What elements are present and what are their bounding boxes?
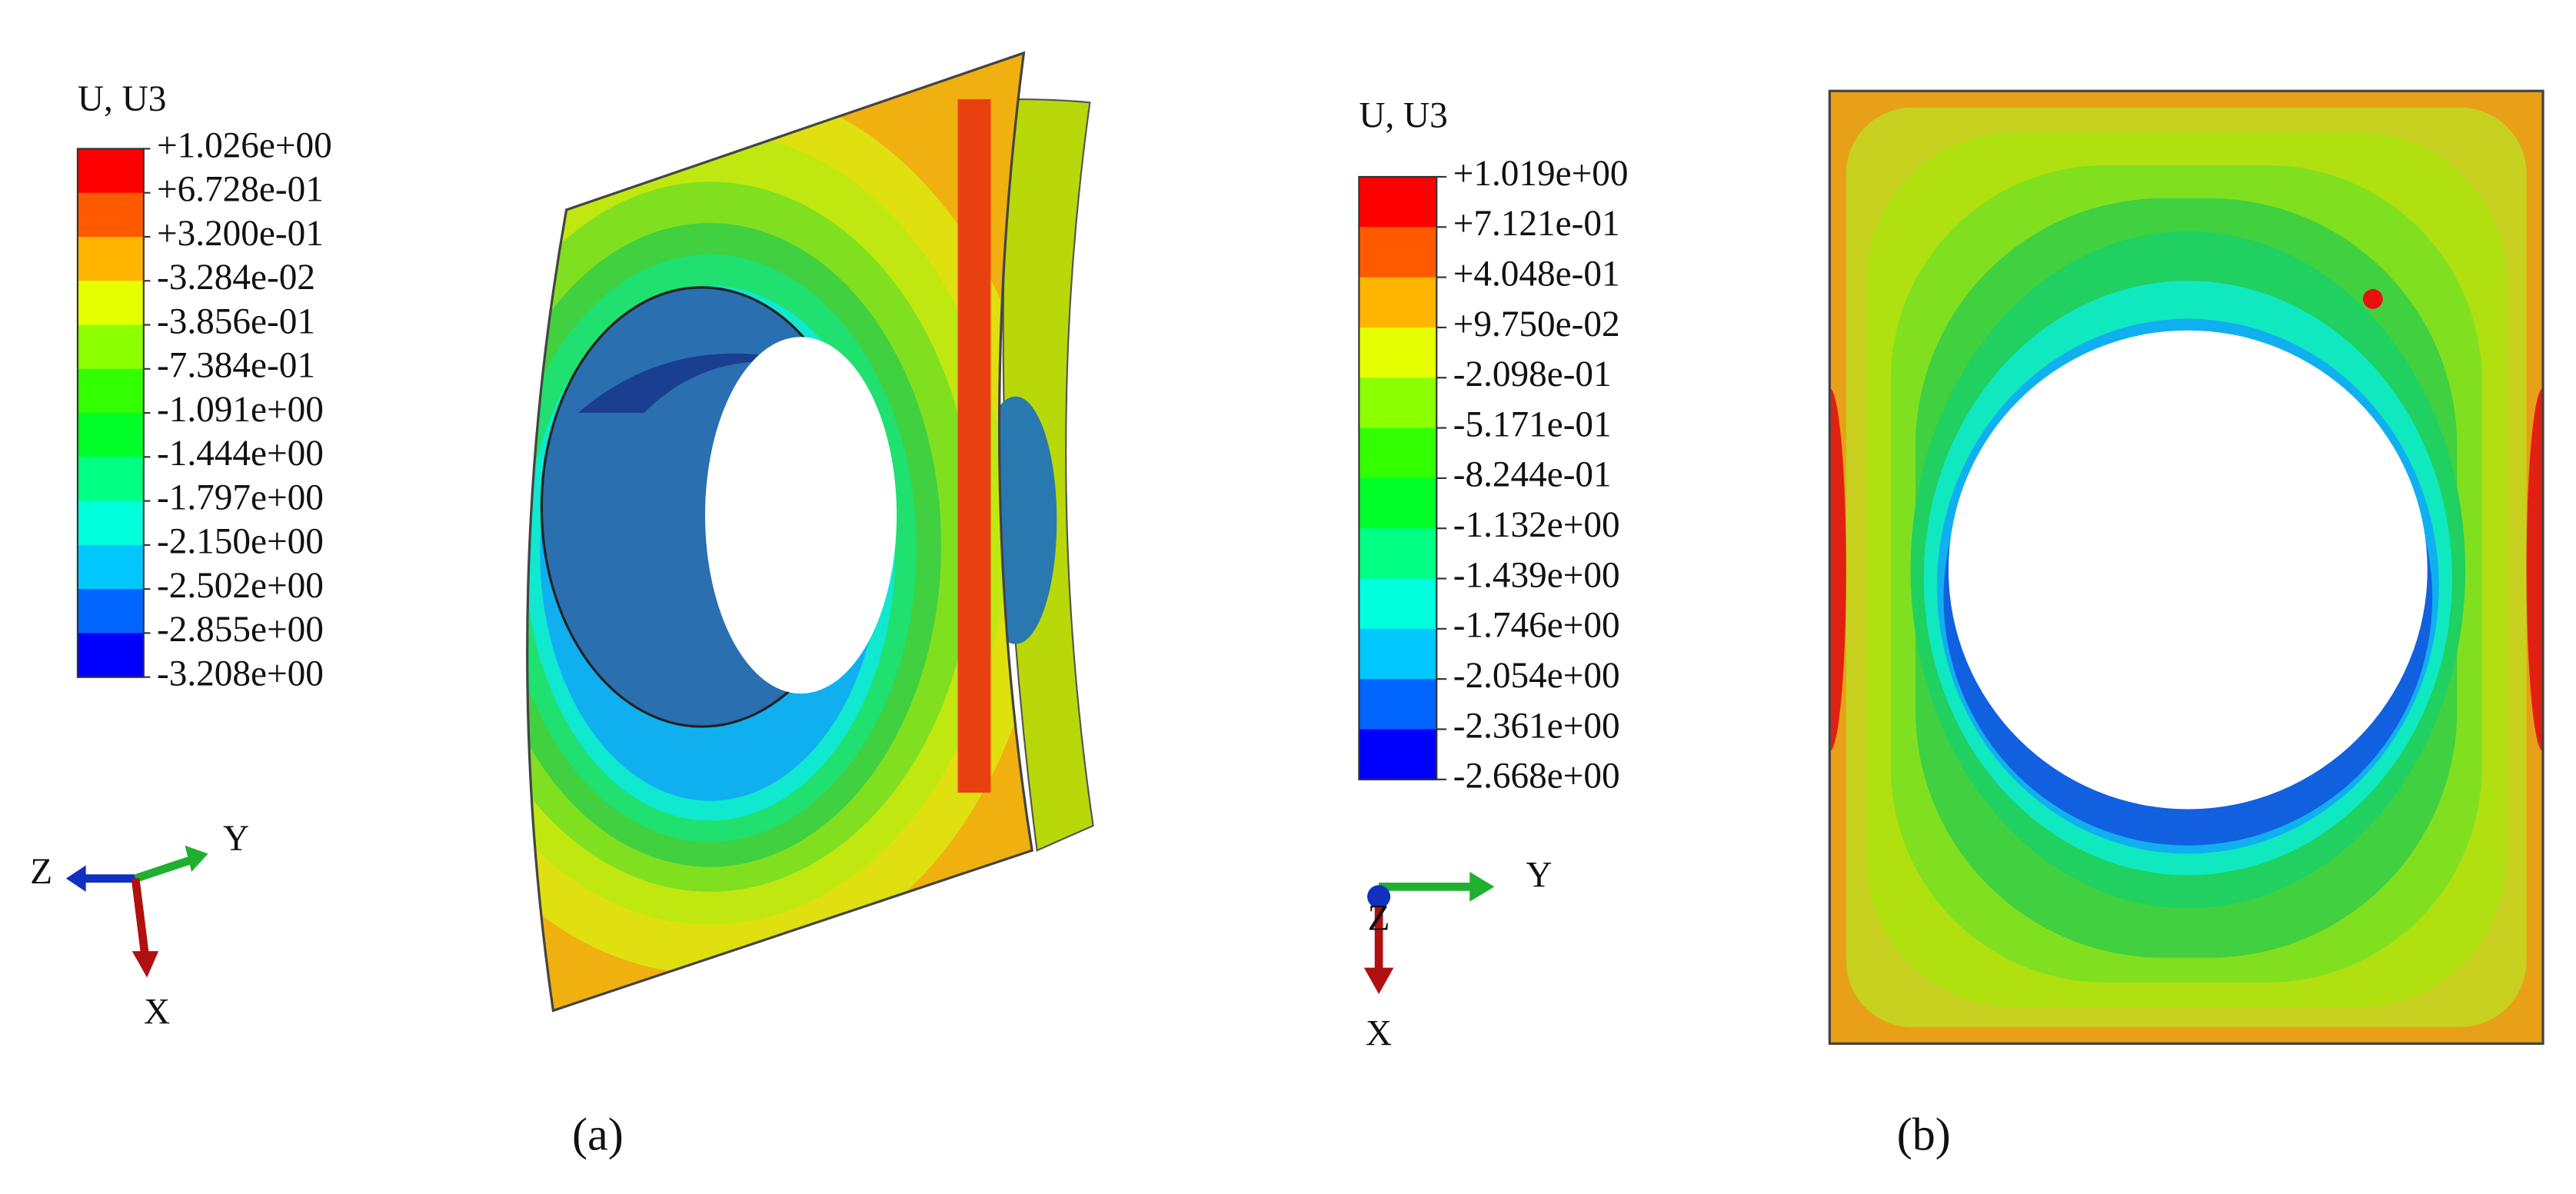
legend-band [1359,729,1437,780]
legend-band [77,633,144,678]
legend-label: -2.502e+00 [157,566,324,606]
legend-band [1359,277,1437,329]
triad-label: Y [223,819,249,859]
legend-title: U, U3 [1359,96,1447,136]
legend-label: -1.091e+00 [157,390,324,430]
legend-title: U, U3 [78,79,166,119]
triad-label: X [1366,1014,1392,1054]
legend-label: +4.048e-01 [1453,254,1620,294]
legend-label: -3.856e-01 [157,301,315,341]
legend-label: -1.444e+00 [157,434,324,474]
legend-band [1359,427,1437,479]
legend-band [1359,477,1437,530]
legend-band [1359,176,1437,228]
legend-label: -1.132e+00 [1453,505,1620,545]
legend-label: +1.019e+00 [1453,154,1629,194]
legend-label: -1.439e+00 [1453,555,1620,595]
legend-band [77,237,144,282]
legend-label: -2.054e+00 [1453,656,1620,696]
model-a [526,51,1094,1013]
legend-band [77,324,144,370]
legend-label: +3.200e-01 [157,214,324,254]
legend-band [1359,628,1437,680]
legend-band [77,281,144,326]
legend-band [1359,377,1437,429]
triad-b: Y Z X [1363,855,1552,1054]
legend-band [77,544,144,590]
legend-band [77,148,144,194]
caption: (a) [572,1109,624,1161]
legend-label: -1.746e+00 [1453,606,1620,646]
legend-label: +9.750e-02 [1453,304,1620,344]
legend-band [77,368,144,414]
legend-label: -3.208e+00 [157,654,324,693]
legend-label: -2.361e+00 [1453,706,1620,746]
legend-label: -3.284e-02 [157,258,315,298]
legend-band [77,192,144,238]
triad-a: Z Y X [30,819,249,1032]
legend-band [1359,679,1437,730]
caption: (b) [1897,1109,1951,1161]
legend-label: -2.098e-01 [1453,354,1612,394]
triad-label: Z [30,852,52,892]
legend-label: -1.797e+00 [157,477,324,517]
legend-label: -5.171e-01 [1453,404,1612,444]
legend-label: +7.121e-01 [1453,204,1620,244]
triad-label: Y [1526,855,1552,895]
legend-band [77,457,144,502]
legend-label: -2.855e+00 [157,610,324,650]
legend-label: -7.384e-01 [157,346,315,386]
legend-band [77,413,144,458]
legend-band [1359,227,1437,278]
legend-band [77,501,144,546]
legend-label: -2.668e+00 [1453,757,1620,797]
legend-band [1359,327,1437,379]
legend-band [1359,528,1437,580]
legend-label: +1.026e+00 [157,125,332,165]
legend-band [1359,578,1437,630]
legend-label: -8.244e-01 [1453,455,1612,495]
model-b [1828,89,2544,1045]
triad-label: X [144,993,170,1033]
legend-band [77,589,144,634]
legend-label: -2.150e+00 [157,522,324,562]
legend-label: +6.728e-01 [157,170,324,210]
triad-label: Z [1368,898,1390,938]
